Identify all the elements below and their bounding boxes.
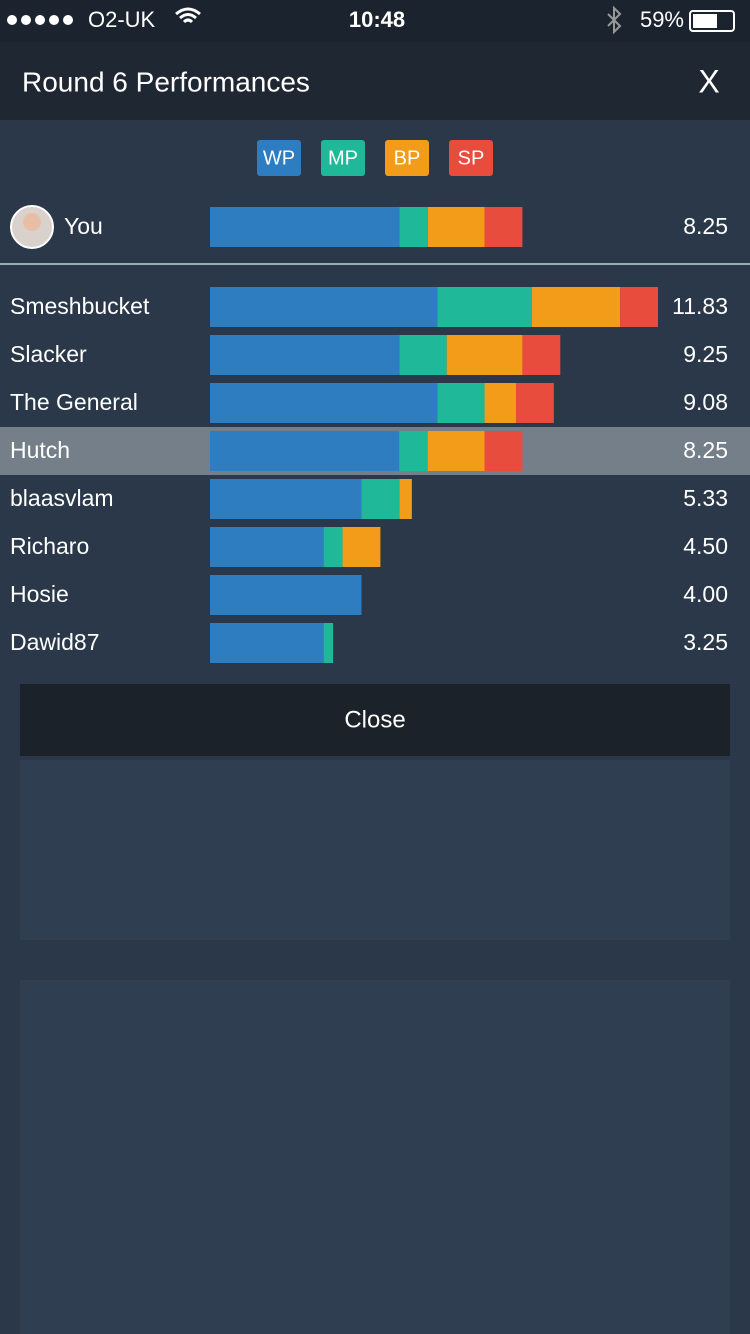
signal-dots <box>7 15 73 25</box>
bar-segment <box>399 479 412 519</box>
total-label: 9.25 <box>683 341 728 367</box>
bar-segment <box>210 479 362 519</box>
close-button-label[interactable]: Close <box>344 706 405 733</box>
header-title: Round 6 Performances <box>22 66 310 97</box>
clock: 10:48 <box>349 7 405 32</box>
bar-segment <box>399 335 447 375</box>
legend-chip <box>385 140 429 176</box>
row-label: Hutch <box>10 437 70 463</box>
bar-segment <box>323 527 343 567</box>
row-label: Slacker <box>10 341 87 367</box>
bar-segment <box>531 287 621 327</box>
legend-label: MP <box>328 147 358 169</box>
dim-card <box>20 760 730 940</box>
legend-chip <box>321 140 365 176</box>
carrier: O2-UK <box>88 7 156 32</box>
bar-segment <box>427 431 485 471</box>
row-label: Smeshbucket <box>10 293 150 319</box>
bar-segment <box>342 527 381 567</box>
bar-segment <box>210 383 438 423</box>
row-label: Dawid87 <box>10 629 100 655</box>
bar-segment <box>323 623 334 663</box>
total-label: 5.33 <box>683 485 728 511</box>
battery-level <box>693 14 717 28</box>
legend-label: SP <box>458 147 485 169</box>
legend-chip <box>257 140 301 176</box>
bar-segment <box>437 287 532 327</box>
total-label: 3.25 <box>683 629 728 655</box>
row-label: Richaro <box>10 533 89 559</box>
total-label: 8.25 <box>683 213 728 239</box>
dim-card <box>20 980 730 1334</box>
legend-label: WP <box>263 147 295 169</box>
total-label: 4.50 <box>683 533 728 559</box>
wifi-icon <box>175 7 201 24</box>
bar-segment <box>484 431 523 471</box>
bar-segment <box>399 431 428 471</box>
battery-icon <box>689 10 735 32</box>
bar-segment <box>437 383 485 423</box>
bar-segment <box>484 207 523 247</box>
bar-segment <box>515 383 554 423</box>
bar-segment <box>484 383 516 423</box>
row-label: The General <box>10 389 138 415</box>
bar-segment <box>210 575 362 615</box>
total-label: 8.25 <box>683 437 728 463</box>
battery-label: 59% <box>640 7 684 32</box>
bar-segment <box>210 287 438 327</box>
row-label: blaasvlam <box>10 485 114 511</box>
bar-segment <box>446 335 523 375</box>
status-bar <box>0 0 750 42</box>
total-label: 4.00 <box>683 581 728 607</box>
bar-segment <box>361 479 400 519</box>
bar-segment <box>210 335 400 375</box>
row-label: Hosie <box>10 581 69 607</box>
avatar-face <box>23 213 41 231</box>
row-label: You <box>64 213 103 239</box>
bar-segment <box>210 207 400 247</box>
bar-segment <box>399 207 428 247</box>
total-label: 9.08 <box>683 389 728 415</box>
legend-label: BP <box>394 147 421 169</box>
bar-segment <box>427 207 485 247</box>
bar-segment <box>210 431 400 471</box>
bluetooth-icon <box>607 5 622 35</box>
header-bar <box>0 42 750 120</box>
close-icon[interactable]: X <box>698 63 719 99</box>
legend-chip <box>449 140 493 176</box>
bar-segment <box>210 527 324 567</box>
bar-segment <box>210 623 324 663</box>
bar-segment <box>522 335 561 375</box>
bar-segment <box>620 287 659 327</box>
close-button[interactable] <box>20 684 730 756</box>
total-label: 11.83 <box>672 293 728 319</box>
